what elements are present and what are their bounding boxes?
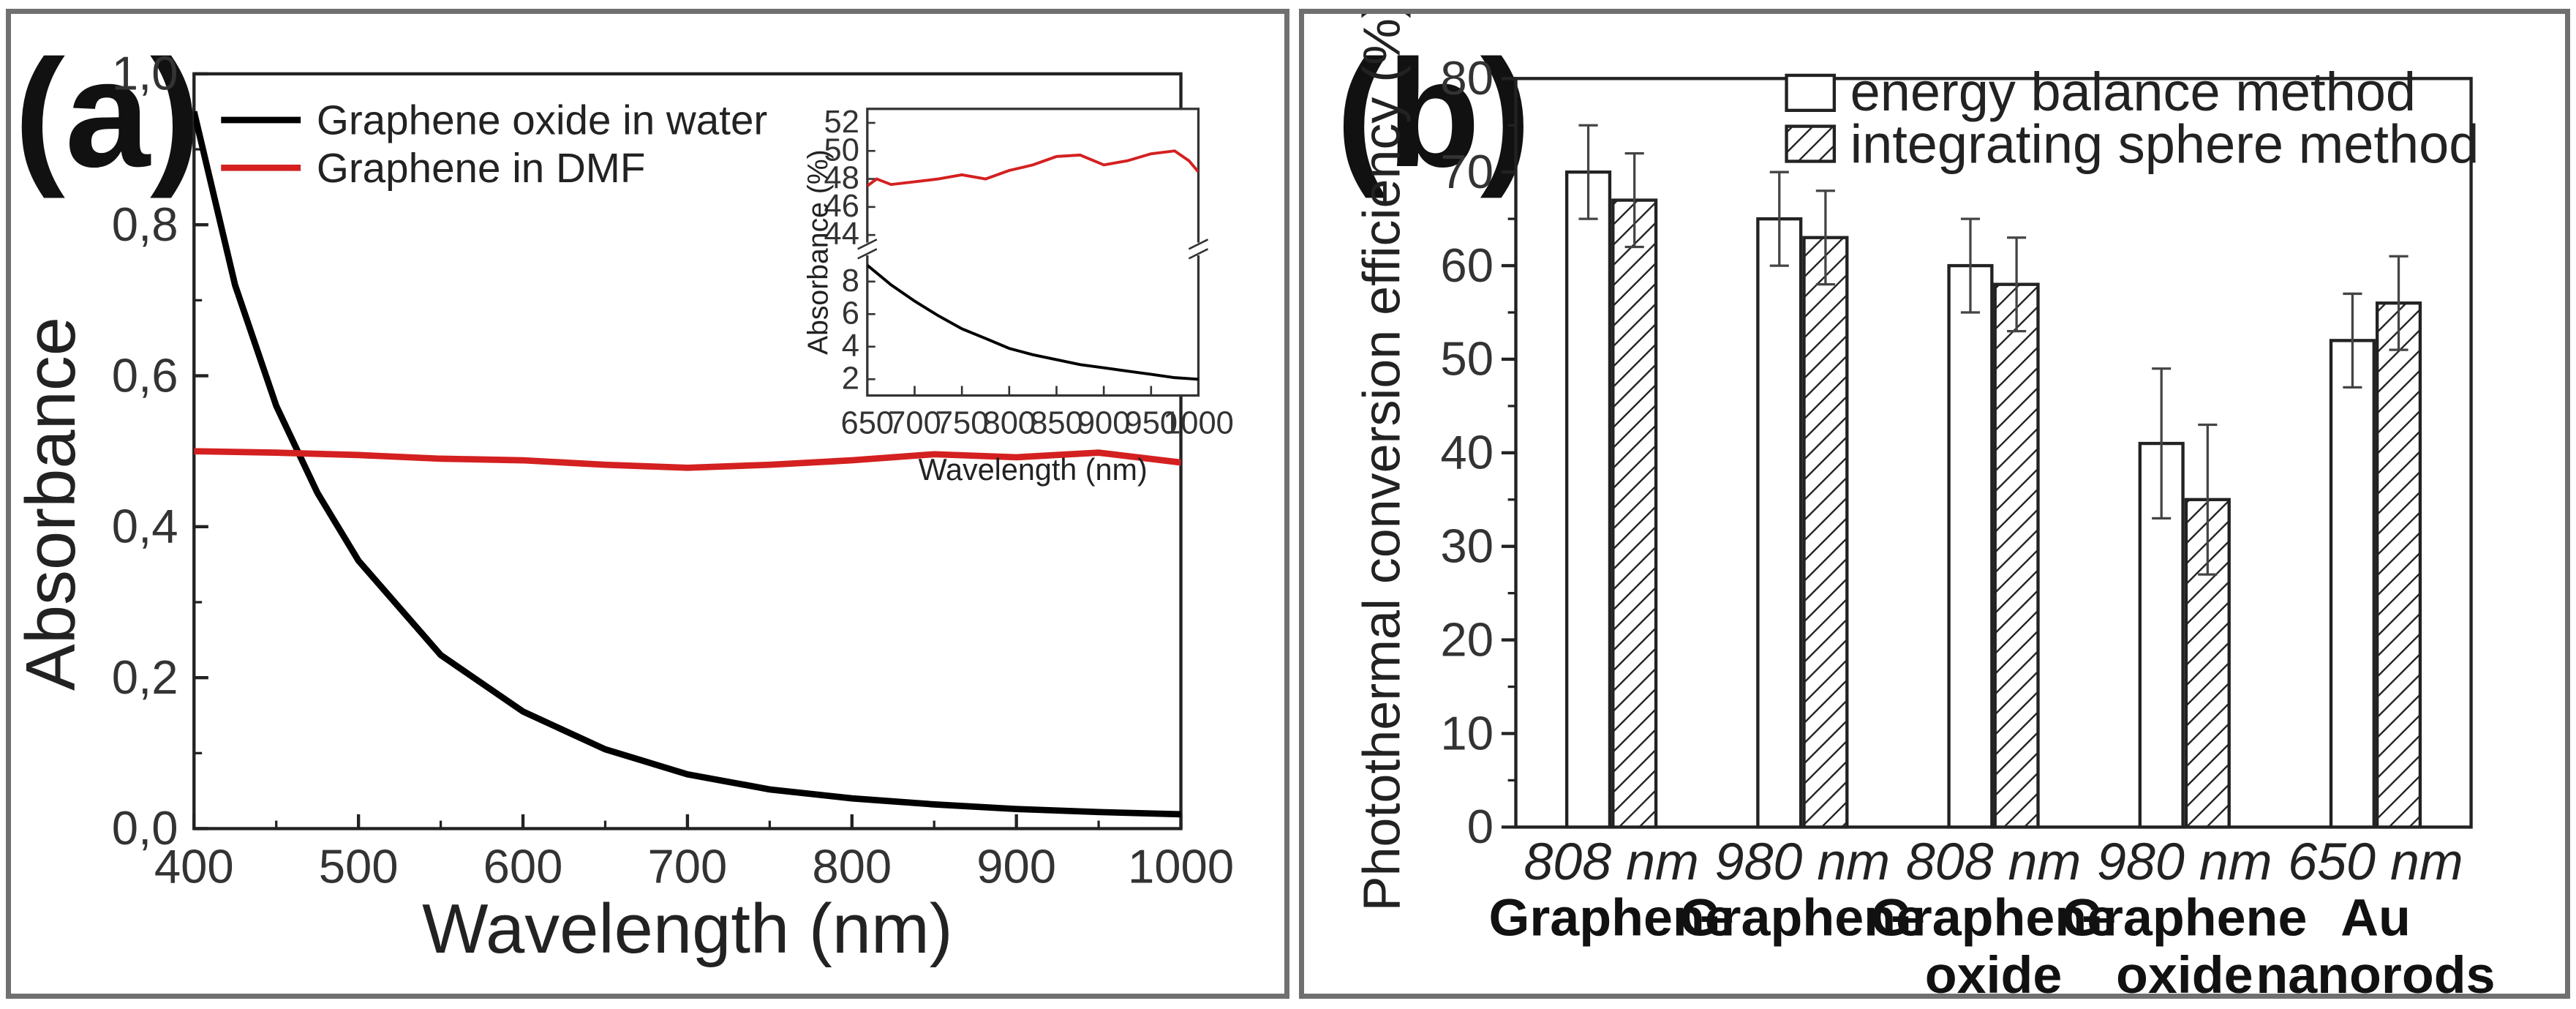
main-x-ticks: 400 500 600 700 800 900 1000 — [154, 814, 1234, 893]
main-x-tick-label: 700 — [647, 839, 727, 893]
main-x-tick-label: 800 — [812, 839, 892, 893]
panel-a-label: (a) — [14, 29, 200, 199]
inset-y-tick-label: 52 — [824, 105, 859, 140]
bar-y-tick-label: 0 — [1467, 800, 1494, 853]
legend-energy-balance: energy balance method — [1850, 61, 2416, 122]
panel-b-label: (b) — [1336, 29, 1532, 199]
main-legend: Graphene oxide in water Graphene in DMF — [221, 97, 767, 191]
panel-a: (a) 400 500 600 700 800 900 1000 0,0 0,2 0,4 0,6 0… — [6, 9, 1289, 999]
category-wavelength-label: 808 nm — [1524, 833, 1699, 891]
main-y-tick-label: 0,0 — [112, 801, 178, 855]
category-material-label: oxide — [2116, 946, 2253, 994]
inset-x-tick-label: 700 — [888, 406, 941, 441]
bar-y-tick-label: 70 — [1440, 145, 1494, 198]
bar-y-tick-label: 30 — [1440, 519, 1494, 572]
inset-x-tick-label: 750 — [935, 406, 989, 441]
bar-energy-balance — [2329, 339, 2376, 829]
inset-y-axis-label: Absorbance (%) — [802, 149, 834, 355]
inset-y-tick-label: 44 — [824, 217, 859, 252]
main-y-tick-label: 0,2 — [112, 650, 178, 704]
legend-graphene-dmf: Graphene in DMF — [317, 145, 646, 191]
inset-frame — [866, 108, 1200, 397]
main-x-tick-label: 900 — [976, 839, 1056, 893]
bar-y-ticks: 0 10 20 30 40 50 60 70 80 — [1440, 51, 1516, 853]
panel-b: (b) 0 10 20 30 40 50 60 70 80 808 nm Graphene 980 … — [1299, 9, 2570, 999]
category-material-label: Au — [2340, 888, 2411, 947]
bar-y-axis-label: Photothermal conversion efficiency (%) — [1353, 14, 1412, 911]
category-wavelength-label: 980 nm — [1715, 833, 1891, 891]
main-y-tick-label: 0,8 — [112, 198, 178, 251]
inset-y-tick-label: 6 — [842, 296, 859, 331]
bar-integrating-sphere — [1802, 236, 1849, 829]
category-material-label: Graphene — [1871, 888, 2116, 947]
category-material-label: oxide — [1925, 946, 2063, 994]
inset-y-tick-label: 8 — [842, 263, 859, 299]
category-material-label: Graphene — [2062, 888, 2307, 947]
inset-graphene-dmf-line — [867, 149, 1199, 187]
bar-legend: energy balance method integrating sphere… — [1785, 61, 2479, 175]
main-y-axis-label: Absorbance — [12, 317, 90, 691]
inset-x-tick-label: 650 — [841, 406, 895, 441]
graphene-oxide-line — [194, 110, 1181, 818]
inset-y-tick-label: 2 — [842, 361, 859, 396]
legend-swatch-sphere — [1785, 124, 1837, 163]
main-y-tick-label: 0,4 — [112, 500, 178, 553]
bar-y-tick-label: 40 — [1440, 426, 1494, 479]
inset-axis-break — [857, 239, 1209, 260]
inset-x-tick-label: 1000 — [1163, 406, 1234, 441]
main-x-tick-label: 400 — [154, 839, 234, 893]
bar-series — [1564, 124, 2422, 829]
bar-y-tick-label: 10 — [1440, 706, 1494, 759]
bar-y-tick-label: 50 — [1440, 332, 1494, 386]
main-y-ticks: 0,0 0,2 0,4 0,6 0,8 1,0 — [112, 47, 208, 855]
inset-x-tick-label: 800 — [983, 406, 1036, 441]
category-material-label: nanorods — [2256, 946, 2495, 994]
inset-y-tick-label: 50 — [824, 132, 859, 168]
bar-integrating-sphere — [1993, 282, 2040, 829]
main-y-tick-label: 0,6 — [112, 348, 178, 402]
main-x-tick-label: 1000 — [1128, 839, 1234, 893]
legend-swatch-energy — [1785, 73, 1837, 113]
inset-x-tick-label: 900 — [1077, 406, 1131, 441]
inset-x-axis-label: Wavelength (nm) — [919, 453, 1148, 487]
inset-y-tick-label: 48 — [824, 161, 859, 196]
bar-integrating-sphere — [1611, 198, 1658, 829]
bar-energy-balance — [1564, 170, 1612, 829]
bar-integrating-sphere — [2375, 301, 2422, 829]
graphene-dmf-line — [194, 448, 1181, 471]
inset-graphene-oxide-line — [867, 263, 1199, 381]
bar-y-tick-label: 80 — [1440, 51, 1494, 105]
bar-y-tick-label: 60 — [1440, 239, 1494, 292]
main-x-tick-label: 500 — [319, 839, 399, 893]
category-material-label: Graphene — [1488, 888, 1733, 947]
category-wavelength-label: 808 nm — [1906, 833, 2082, 891]
inset-x-tick-label: 850 — [1030, 406, 1083, 441]
inset-y-tick-label: 46 — [824, 189, 859, 224]
legend-graphene-oxide: Graphene oxide in water — [317, 97, 767, 143]
main-x-axis-label: Wavelength (nm) — [422, 890, 952, 968]
category-wavelength-label: 980 nm — [2097, 833, 2272, 891]
category-material-label: Graphene — [1680, 888, 1925, 947]
category-wavelength-label: 650 nm — [2288, 833, 2463, 891]
absorbance-chart: (a) 400 500 600 700 800 900 1000 0,00,20,40,60… — [12, 29, 1234, 968]
inset-y-tick-label: 4 — [842, 329, 859, 364]
main-y-tick-label: 1,0 — [112, 47, 178, 100]
bar-energy-balance — [1947, 263, 1994, 829]
bar-y-tick-label: 20 — [1440, 612, 1494, 666]
legend-integrating-sphere: integrating sphere method — [1850, 114, 2479, 175]
main-x-tick-label: 600 — [483, 839, 563, 893]
inset-x-tick-label: 950 — [1125, 406, 1178, 441]
bar-energy-balance — [1756, 217, 1803, 829]
